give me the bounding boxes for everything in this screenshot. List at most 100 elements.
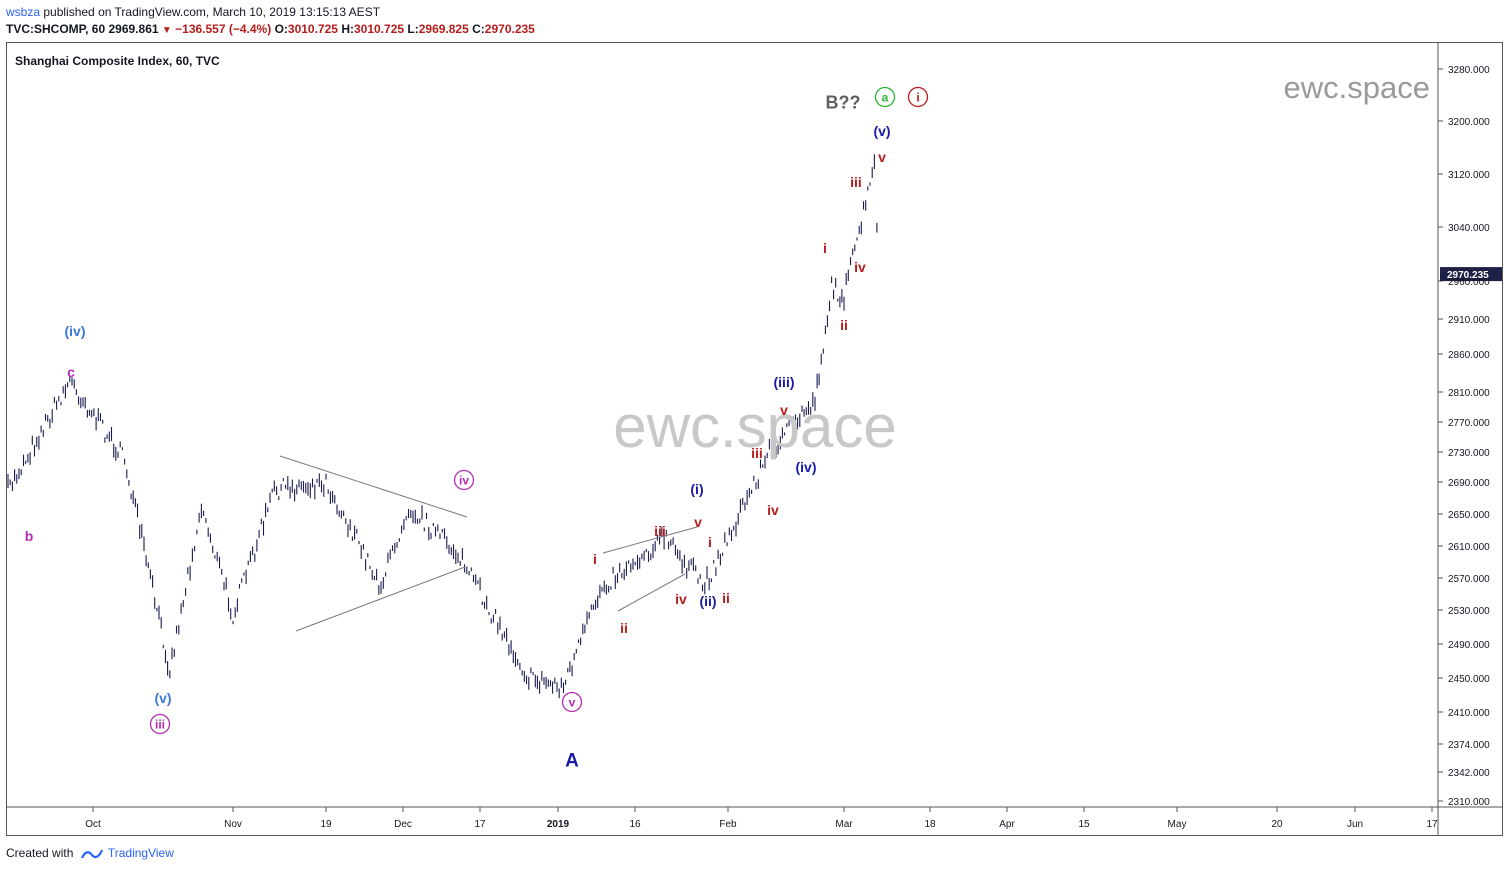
last-price: 2969.861 (108, 22, 159, 36)
wave-label-circle (453, 469, 475, 491)
open-label: O: (274, 22, 288, 36)
x-tick-label: 19 (320, 819, 332, 830)
wave-label: a (882, 91, 889, 105)
low-label: L: (407, 22, 419, 36)
y-tick-label: 2450.000 (1448, 674, 1490, 685)
wave-label-circle (907, 86, 929, 108)
x-tick-label: Mar (835, 819, 853, 830)
y-tick-label: 2770.000 (1448, 418, 1490, 429)
y-tick-label: 2530.000 (1448, 606, 1490, 617)
wave-label: iv (459, 474, 469, 488)
wave-label: ii (840, 317, 848, 333)
publish-info: wsbza published on TradingView.com, Marc… (6, 5, 380, 19)
wave-label: i (823, 240, 827, 256)
y-tick-label: 2730.000 (1448, 448, 1490, 459)
wave-label: c (67, 364, 75, 380)
tradingview-link[interactable]: TradingView (107, 846, 174, 860)
x-tick-label: 16 (629, 819, 641, 830)
wave-label: (ii) (699, 593, 716, 609)
symbol-info: TVC:SHCOMP, 60 2969.861 ▼ −136.557 (−4.4… (6, 22, 535, 36)
y-tick-label: 2690.000 (1448, 478, 1490, 489)
wave-label: B?? (826, 92, 861, 112)
x-tick-label: May (1168, 819, 1187, 830)
wave-label: v (694, 514, 702, 530)
x-tick-label: 17 (1426, 819, 1438, 830)
symbol-label: TVC:SHCOMP, 60 (6, 22, 106, 36)
close-label: C: (472, 22, 485, 36)
y-tick-label: 2860.000 (1448, 350, 1490, 361)
wave-labels (149, 86, 929, 735)
wave-label: (v) (873, 123, 890, 139)
wave-label: (iv) (65, 323, 86, 339)
wave-label: A (565, 751, 579, 772)
footer: Created with TradingView (6, 846, 174, 860)
x-tick-label: 15 (1078, 819, 1090, 830)
y-tick-label: 2610.000 (1448, 542, 1490, 553)
price-bars (7, 154, 878, 699)
wave-label: iv (675, 591, 687, 607)
wave-label-circle (874, 86, 896, 108)
trendline (295, 566, 466, 632)
wave-label: i (708, 534, 712, 550)
wave-label: (iii) (774, 374, 795, 390)
wave-label: ii (722, 590, 730, 606)
x-tick-label: Oct (85, 819, 101, 830)
y-tick-label: 2570.000 (1448, 574, 1490, 585)
last-price-tag (1440, 267, 1502, 282)
wave-label-circle (561, 691, 583, 713)
high-value: 3010.725 (353, 22, 405, 36)
x-tick-label: Nov (224, 819, 242, 830)
x-tick-label: Feb (719, 819, 737, 830)
wave-label: v (780, 402, 788, 418)
y-tick-label: 2650.000 (1448, 510, 1490, 521)
x-tick-label: 20 (1271, 819, 1283, 830)
wave-label: v (569, 696, 576, 710)
trendline (617, 573, 686, 612)
y-tick-label: 2810.000 (1448, 388, 1490, 399)
wave-label: iii (751, 445, 763, 461)
tradingview-logo-icon (80, 849, 103, 859)
y-tick-label: 2342.000 (1448, 768, 1490, 779)
created-with-text: Created with (6, 846, 74, 860)
open-value: 3010.725 (287, 22, 338, 36)
wave-label: v (878, 149, 886, 165)
y-tick-label: 3280.000 (1448, 65, 1490, 76)
wave-label: iii (155, 718, 165, 732)
wave-label: iii (850, 174, 862, 190)
wave-label: iii (654, 523, 666, 539)
wave-label: (iv) (796, 459, 817, 475)
wave-label: (i) (690, 481, 703, 497)
chart-title: Shanghai Composite Index, 60, TVC (15, 54, 220, 68)
x-tick-label: Jun (1347, 819, 1363, 830)
wave-label: ii (620, 620, 628, 636)
x-tick-label: Apr (999, 819, 1015, 830)
last-price-tag-label: 2970.235 (1447, 270, 1489, 281)
author-name[interactable]: wsbza (6, 5, 41, 19)
x-tick-label: 17 (474, 819, 486, 830)
x-tick-label: 2019 (547, 819, 570, 830)
wave-label: iv (767, 502, 779, 518)
x-tick-label: 18 (924, 819, 936, 830)
wave-label: b (25, 528, 34, 544)
close-value: 2970.235 (484, 22, 535, 36)
y-tick-label: 2910.000 (1448, 315, 1490, 326)
y-tick-label: 3120.000 (1448, 170, 1490, 181)
y-tick-label: 3040.000 (1448, 223, 1490, 234)
published-text: published on TradingView.com, March 10, … (43, 5, 381, 19)
down-arrow-icon: ▼ (161, 25, 172, 36)
y-tick-label: 2410.000 (1448, 708, 1490, 719)
wave-label: i (593, 551, 597, 567)
y-tick-label: 2374.000 (1448, 740, 1490, 751)
wave-label-circle (149, 713, 171, 735)
wave-label: i (916, 91, 919, 105)
trendline (279, 455, 468, 518)
watermark-center: ewc.space (613, 393, 896, 460)
x-tick-label: Dec (394, 819, 412, 830)
plot-area (7, 43, 1502, 835)
chart-frame (6, 42, 1503, 836)
wave-label: (v) (154, 690, 171, 706)
y-tick-label: 2490.000 (1448, 640, 1490, 651)
trendline (602, 526, 698, 554)
watermark-corner: ewc.space (1284, 70, 1430, 105)
